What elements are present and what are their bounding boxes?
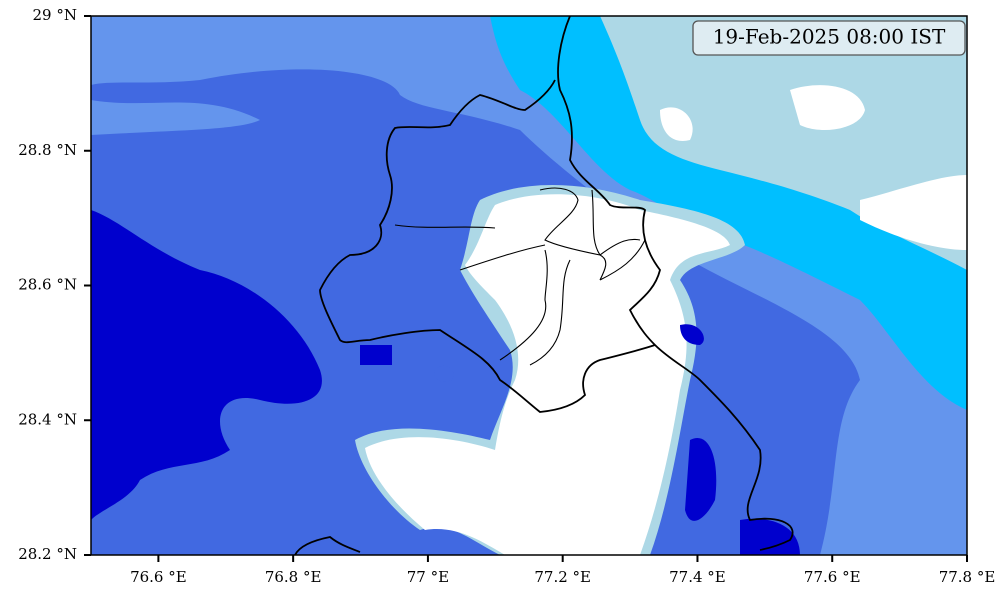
timestamp: 19-Feb-2025 08:00 IST — [713, 25, 946, 49]
y-tick-label: 28.4 °N — [18, 410, 77, 428]
x-tick-label: 76.8 °E — [265, 568, 322, 586]
boundaries — [294, 15, 794, 556]
x-tick-label: 77.8 °E — [939, 568, 996, 586]
y-tick-label: 28.8 °N — [18, 141, 77, 159]
y-tick-label: 28.2 °N — [18, 545, 77, 563]
x-tick-label: 77.2 °E — [534, 568, 591, 586]
x-tick-label: 77 °E — [407, 568, 449, 586]
x-tick-label: 77.6 °E — [804, 568, 861, 586]
fog-field — [91, 16, 967, 555]
x-tick-label: 76.6 °E — [130, 568, 187, 586]
y-tick-label: 29 °N — [33, 6, 77, 24]
annotation-box — [692, 20, 966, 56]
y-tick-label: 28.6 °N — [18, 276, 77, 294]
x-tick-label: 77.4 °E — [669, 568, 726, 586]
